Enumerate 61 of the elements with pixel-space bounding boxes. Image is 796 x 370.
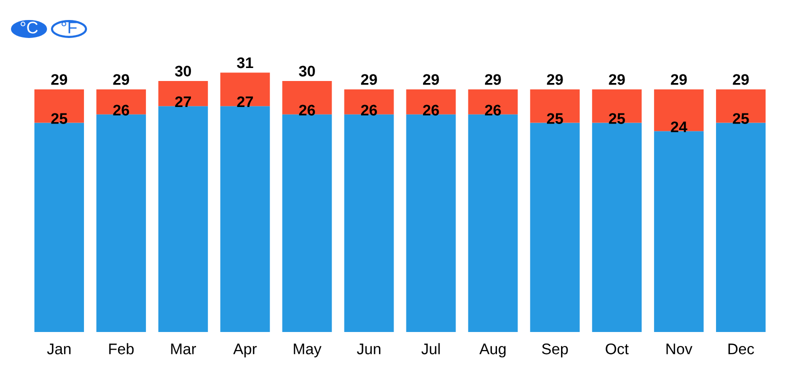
- bar: [654, 89, 704, 132]
- total-label: 30: [298, 66, 315, 77]
- bar: [344, 114, 394, 332]
- total-label: 29: [423, 74, 439, 85]
- x-tick-label: Apr: [233, 344, 257, 358]
- x-tick-label: May: [294, 344, 322, 358]
- bar: [158, 106, 208, 332]
- bar: [282, 80, 332, 114]
- total-label: 29: [670, 74, 687, 85]
- bar: [34, 89, 84, 123]
- bar: [406, 114, 456, 332]
- x-tick-label: Sep: [542, 344, 568, 358]
- total-label: 29: [732, 74, 749, 85]
- data-label: 26: [299, 104, 315, 116]
- data-label: 26: [361, 104, 377, 116]
- bar: [592, 89, 642, 123]
- data-label: 26: [113, 104, 130, 116]
- data-label: 24: [670, 122, 688, 132]
- x-tick-label: Oct: [606, 344, 629, 354]
- data-label: 27: [237, 96, 253, 108]
- x-tick-label: Nov: [666, 344, 692, 354]
- total-label: 29: [546, 74, 563, 85]
- bar: [34, 122, 84, 332]
- data-label: 26: [484, 104, 501, 116]
- bar: [220, 106, 270, 332]
- x-tick-label: Mar: [171, 344, 196, 354]
- bar: [468, 114, 518, 332]
- data-label: 25: [608, 113, 625, 124]
- total-label: 30: [174, 66, 191, 77]
- x-tick-label: Feb: [109, 343, 134, 354]
- bar: [716, 89, 766, 123]
- data-label: 25: [51, 113, 68, 124]
- x-tick-label: Jun: [356, 344, 380, 354]
- bar: [96, 89, 146, 114]
- text: °C: [20, 22, 38, 34]
- bar: [716, 122, 766, 332]
- bar: [654, 131, 704, 332]
- total-label: 29: [484, 74, 501, 85]
- bar: [530, 89, 580, 123]
- data-label: 27: [175, 96, 191, 108]
- x-tick-label: Dec: [728, 344, 754, 354]
- total-label: 29: [608, 74, 625, 85]
- total-label: 29: [51, 74, 68, 85]
- total-label: 29: [361, 74, 377, 85]
- bar: [530, 122, 580, 332]
- total-label: 31: [236, 57, 254, 68]
- bar: [468, 89, 518, 114]
- bar: [406, 89, 456, 114]
- data-label: 25: [546, 113, 563, 124]
- data-label: 25: [732, 113, 749, 124]
- bar: [282, 114, 332, 332]
- data-label: 26: [423, 104, 439, 116]
- x-tick-label: Jul: [421, 343, 440, 354]
- bar: [220, 72, 270, 106]
- bar: [592, 122, 642, 332]
- x-tick-label: Aug: [479, 344, 506, 358]
- total-label: 29: [113, 74, 130, 85]
- bar: [158, 80, 208, 106]
- bar: [344, 89, 394, 114]
- x-tick-label: Jan: [47, 344, 71, 354]
- bar: [96, 114, 146, 332]
